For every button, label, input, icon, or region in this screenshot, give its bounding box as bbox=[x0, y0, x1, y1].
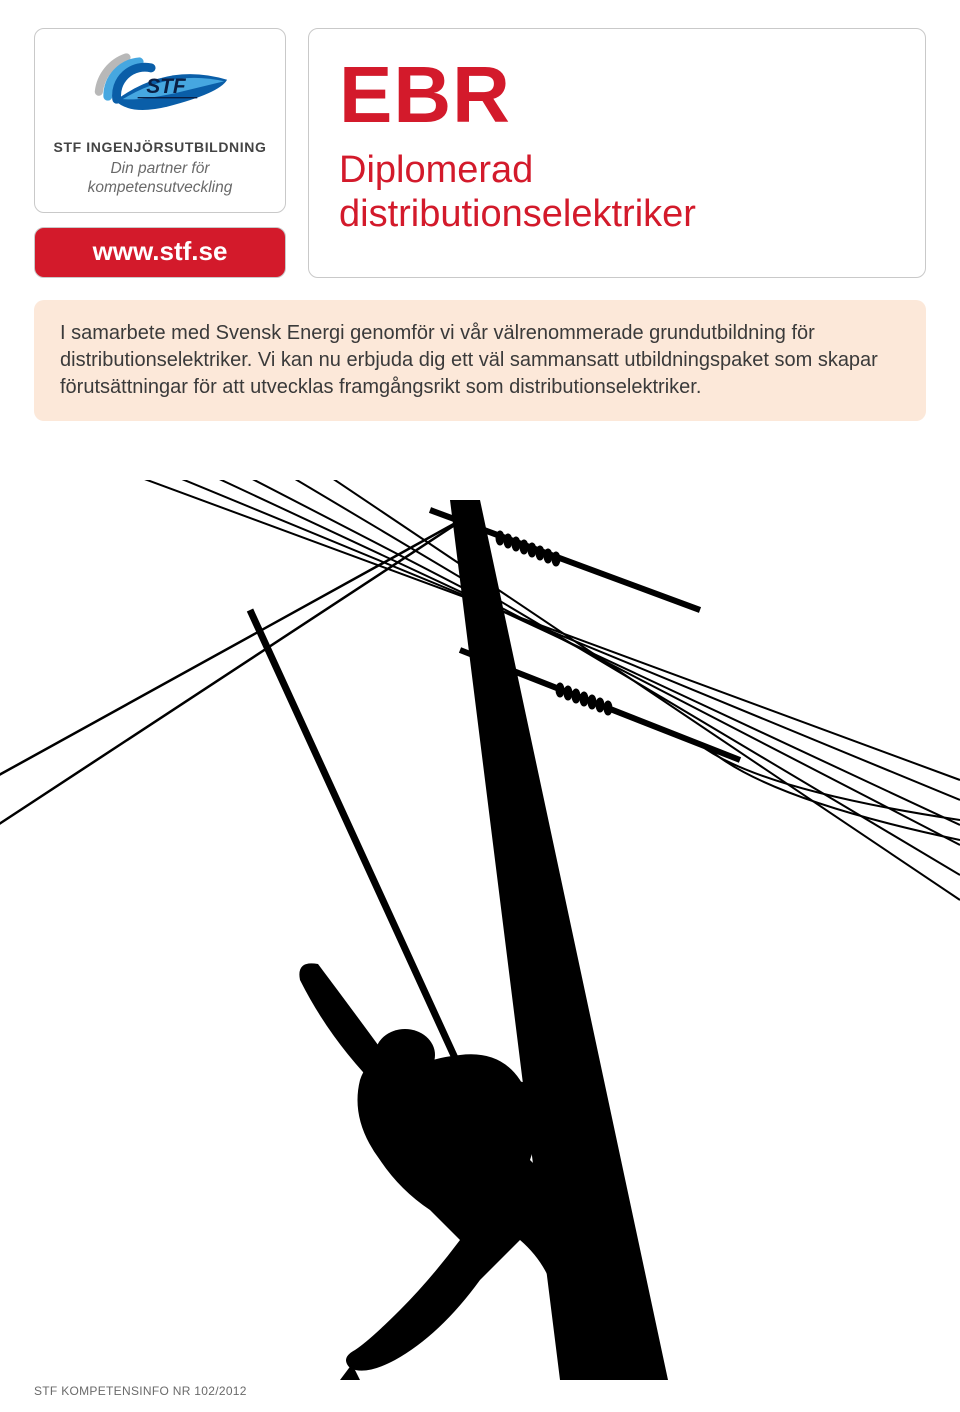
footer-info: STF KOMPETENSINFO NR 102/2012 bbox=[34, 1384, 247, 1398]
url-pill[interactable]: www.stf.se bbox=[34, 227, 286, 278]
svg-text:STF: STF bbox=[146, 75, 187, 98]
intro-box: I samarbete med Svensk Energi genomför v… bbox=[34, 300, 926, 421]
title-sub: Diplomerad distributionselektriker bbox=[339, 149, 895, 236]
header-row: STF STF INGENJÖRSUTBILDNING Din partner … bbox=[0, 0, 960, 278]
lineman-pole-illustration bbox=[0, 480, 960, 1380]
title-card: EBR Diplomerad distributionselektriker bbox=[308, 28, 926, 278]
logo-card: STF STF INGENJÖRSUTBILDNING Din partner … bbox=[34, 28, 286, 213]
org-name: STF INGENJÖRSUTBILDNING bbox=[51, 139, 269, 155]
stf-logo-icon: STF bbox=[80, 47, 240, 129]
org-tagline: Din partner för kompetensutveckling bbox=[51, 159, 269, 198]
logo-column: STF STF INGENJÖRSUTBILDNING Din partner … bbox=[34, 28, 286, 278]
title-main: EBR bbox=[339, 55, 895, 135]
